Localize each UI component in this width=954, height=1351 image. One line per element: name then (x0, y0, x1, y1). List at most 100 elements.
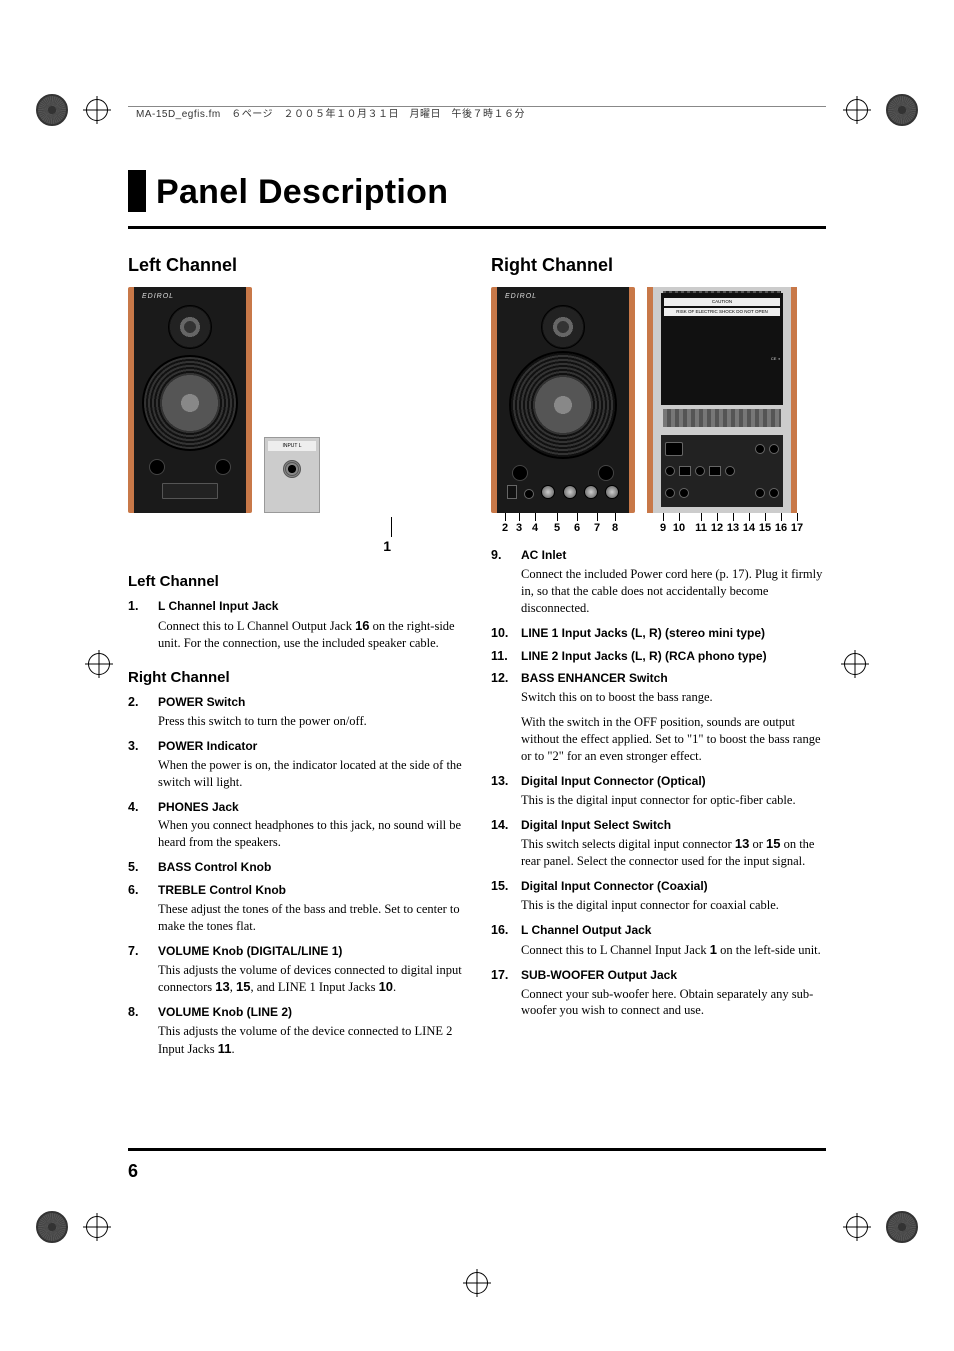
woofer-icon (509, 351, 617, 459)
model-badge (162, 483, 218, 499)
crop-mark (846, 1216, 868, 1238)
tick (557, 513, 558, 521)
item-desc: These adjust the tones of the bass and t… (158, 901, 463, 935)
item-num: 8. (128, 1004, 150, 1021)
left-heading: Left Channel (128, 253, 463, 277)
warning-label: CAUTION RISK OF ELECTRIC SHOCK DO NOT OP… (661, 293, 783, 405)
item-label: L Channel Output Jack (521, 922, 651, 939)
leader-line (391, 517, 392, 537)
callout-number: 3 (516, 521, 522, 536)
jack-icon (695, 466, 705, 476)
item-num: 13. (491, 773, 513, 790)
tick (615, 513, 616, 521)
phones-jack-icon (524, 489, 534, 499)
callouts-row: 234567891011121314151617 (491, 513, 826, 541)
switch-icon (679, 466, 691, 476)
item-num: 15. (491, 878, 513, 895)
item: 17. SUB-WOOFER Output Jack (491, 967, 826, 984)
ref-16: 16 (355, 618, 369, 633)
jack-icon (755, 444, 765, 454)
jack-icon (725, 466, 735, 476)
reg-mark (36, 1211, 68, 1243)
item-label: Digital Input Connector (Optical) (521, 773, 706, 790)
item: 11.LINE 2 Input Jacks (L, R) (RCA phono … (491, 648, 826, 665)
item-desc: Switch this on to boost the bass range. (521, 689, 826, 706)
reg-mark (886, 1211, 918, 1243)
callout-number: 16 (775, 521, 787, 536)
item-desc: This adjusts the volume of the device co… (158, 1023, 463, 1058)
tick (781, 513, 782, 521)
crop-mark (86, 99, 108, 121)
item-label: L Channel Input Jack (158, 598, 278, 615)
callout-number: 13 (727, 521, 739, 536)
item-num: 4. (128, 799, 150, 816)
item-desc: With the switch in the OFF position, sou… (521, 714, 826, 765)
item-label: Digital Input Connector (Coaxial) (521, 878, 708, 895)
header-meta: MA-15D_egfis.fm ６ページ ２００５年１０月３１日 月曜日 午後７… (136, 108, 525, 122)
jack-icon (769, 444, 779, 454)
ac-inlet-icon (665, 442, 683, 456)
jack-icon (665, 488, 675, 498)
item-label: VOLUME Knob (LINE 2) (158, 1004, 292, 1021)
callout-number: 9 (660, 521, 666, 536)
item: 7. VOLUME Knob (DIGITAL/LINE 1) (128, 943, 463, 960)
item-label: SUB-WOOFER Output Jack (521, 967, 677, 984)
item-num: 2. (128, 694, 150, 711)
item-num: 7. (128, 943, 150, 960)
front-controls (507, 465, 619, 499)
tick (797, 513, 798, 521)
item-num: 17. (491, 967, 513, 984)
callout-number: 14 (743, 521, 755, 536)
jack-icon (665, 466, 675, 476)
back-mini-label: INPUT L (268, 441, 316, 451)
tick (733, 513, 734, 521)
item-label: BASS Control Knob (158, 859, 271, 876)
port-icon (149, 459, 165, 475)
item-desc: This switch selects digital input connec… (521, 835, 826, 870)
crop-mark (844, 653, 866, 675)
woofer-icon (142, 355, 238, 451)
crop-mark (466, 1272, 488, 1294)
jack-icon (769, 488, 779, 498)
reg-mark (36, 94, 68, 126)
item-1: 1. L Channel Input Jack (128, 598, 463, 615)
tick (577, 513, 578, 521)
title-rule (128, 226, 826, 229)
item-label: VOLUME Knob (DIGITAL/LINE 1) (158, 943, 342, 960)
item-num: 1. (128, 598, 150, 615)
item-num: 9. (491, 547, 513, 564)
item: 2.POWER Switch (128, 694, 463, 711)
callout-number: 11 (695, 521, 707, 536)
tick (535, 513, 536, 521)
page-title: Panel Description (156, 170, 826, 216)
callout-number: 4 (532, 521, 538, 536)
brand-label: EDIROL (505, 292, 537, 301)
item-num: 10. (491, 625, 513, 642)
item: 4. PHONES Jack (128, 799, 463, 816)
tweeter-icon (168, 305, 212, 349)
item-desc: This is the digital input connector for … (521, 897, 826, 914)
item: 10. LINE 1 Input Jacks (L, R) (stereo min… (491, 625, 826, 642)
item: 5.BASS Control Knob (128, 859, 463, 876)
right-heading: Right Channel (491, 253, 826, 277)
title-bar (128, 170, 146, 212)
tick (749, 513, 750, 521)
item-label: LINE 1 Input Jacks (L, R) (stereo mini t… (521, 625, 765, 642)
item: 6.TREBLE Control Knob (128, 882, 463, 899)
brand-label: EDIROL (142, 292, 174, 301)
callout-number: 6 (574, 521, 580, 536)
callout-number: 10 (673, 521, 685, 536)
tick (519, 513, 520, 521)
item-label: PHONES Jack (158, 799, 239, 816)
item: 12.BASS ENHANCER Switch (491, 670, 826, 687)
io-panel (661, 435, 783, 507)
callout-number: 1 (383, 538, 391, 554)
port-icon (215, 459, 231, 475)
tick (597, 513, 598, 521)
item-num: 6. (128, 882, 150, 899)
item-num: 11. (491, 648, 513, 665)
header-rule (128, 106, 826, 107)
callout-1: 1 (128, 517, 463, 556)
left-figure: EDIROL INPUT L (128, 287, 463, 513)
item: 16.L Channel Output Jack (491, 922, 826, 939)
